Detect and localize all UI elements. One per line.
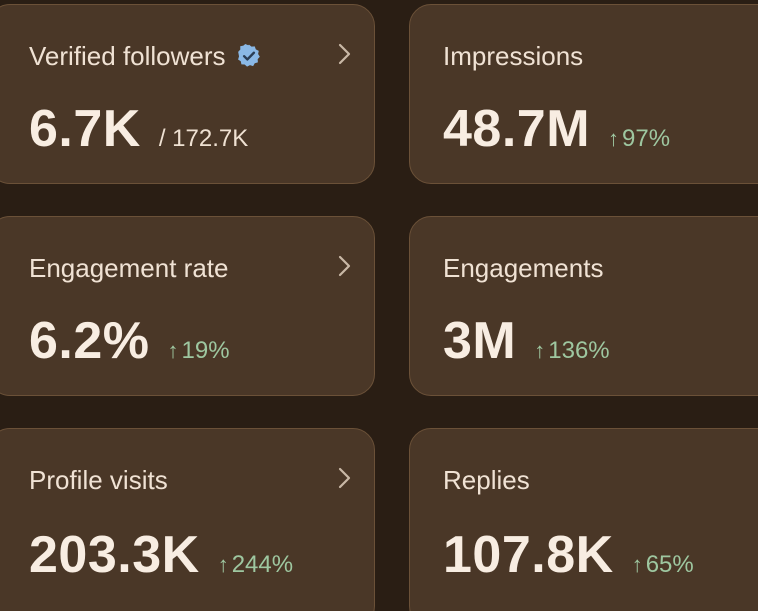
arrow-up-icon: ↑	[534, 338, 546, 363]
card-value: 107.8K	[443, 526, 614, 584]
card-verified-followers[interactable]: Verified followers 6.7K / 172.7K	[0, 4, 375, 184]
card-impressions[interactable]: Impressions 48.7M ↑ 97%	[409, 4, 758, 184]
card-delta-text: 65%	[645, 551, 694, 578]
card-replies[interactable]: Replies 107.8K ↑ 65%	[409, 428, 758, 611]
card-value-row: 6.2% ↑ 19%	[29, 315, 230, 367]
card-label-text: Replies	[443, 465, 530, 495]
card-delta: ↑ 244%	[218, 551, 293, 579]
card-label: Engagements	[443, 255, 603, 281]
card-engagement-rate[interactable]: Engagement rate 6.2% ↑ 19%	[0, 216, 375, 396]
chevron-right-icon[interactable]	[334, 41, 356, 67]
card-value: 48.7M	[443, 100, 591, 158]
card-engagements[interactable]: Engagements 3M ↑ 136%	[409, 216, 758, 396]
card-value-row: 6.7K / 172.7K	[29, 103, 248, 155]
card-value-row: 203.3K ↑ 244%	[29, 529, 293, 581]
card-sub-value: / 172.7K	[158, 125, 249, 152]
card-delta-text: 97%	[622, 125, 671, 152]
card-value: 6.7K	[29, 100, 141, 158]
arrow-up-icon: ↑	[631, 552, 643, 577]
arrow-up-icon: ↑	[608, 126, 620, 151]
verified-badge-icon	[237, 43, 260, 67]
card-label-text: Verified followers	[29, 41, 226, 71]
card-value: 3M	[443, 312, 517, 370]
card-value-row: 3M ↑ 136%	[443, 315, 610, 367]
card-label-text: Impressions	[443, 41, 584, 71]
card-delta: ↑ 65%	[632, 551, 694, 579]
card-value-row: 107.8K ↑ 65%	[443, 529, 694, 581]
card-delta: ↑ 19%	[168, 337, 230, 365]
card-label-text: Profile visits	[29, 465, 168, 495]
arrow-up-icon: ↑	[167, 338, 179, 363]
arrow-up-icon: ↑	[217, 552, 229, 577]
card-label-text: Engagements	[443, 253, 604, 283]
card-label: Replies	[443, 467, 530, 493]
card-value-row: 48.7M ↑ 97%	[443, 103, 670, 155]
card-delta: ↑ 136%	[534, 337, 609, 365]
card-value: 6.2%	[29, 312, 150, 370]
card-delta-text: 19%	[181, 337, 230, 364]
card-profile-visits[interactable]: Profile visits 203.3K ↑ 244%	[0, 428, 375, 611]
chevron-right-icon[interactable]	[334, 253, 356, 279]
card-delta-text: 244%	[231, 551, 294, 578]
card-label: Impressions	[443, 43, 583, 69]
card-delta-text: 136%	[548, 337, 610, 364]
card-label-text: Engagement rate	[29, 253, 229, 283]
card-label: Engagement rate	[29, 255, 228, 281]
card-value: 203.3K	[29, 526, 200, 584]
chevron-right-icon[interactable]	[334, 465, 356, 491]
card-label: Verified followers	[29, 43, 262, 69]
card-delta: ↑ 97%	[608, 125, 670, 153]
card-label: Profile visits	[29, 467, 168, 493]
